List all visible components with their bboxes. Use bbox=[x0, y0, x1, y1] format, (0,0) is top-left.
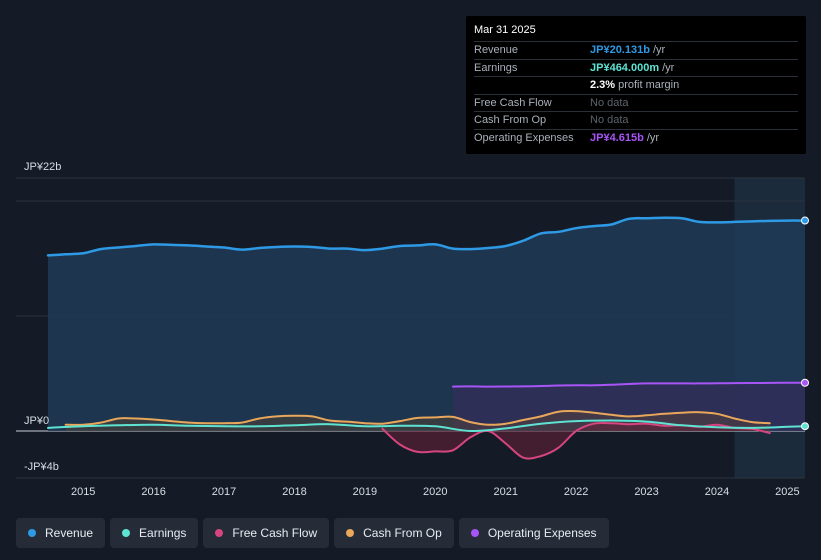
tooltip-row-value: JP¥20.131b bbox=[590, 44, 650, 57]
tooltip-row-suffix: profit margin bbox=[618, 79, 680, 92]
legend-item-revenue[interactable]: Revenue bbox=[16, 518, 106, 548]
earnings-end-marker bbox=[801, 422, 809, 431]
chart-canvas: JP¥22b JP¥0 -JP¥4b 2015 2016 2017 2018 2019 202… bbox=[16, 161, 809, 498]
x-tick-label: 2023 bbox=[634, 486, 658, 498]
y-tick-label: JP¥22b bbox=[24, 161, 61, 173]
legend-label: Revenue bbox=[45, 526, 94, 540]
x-tick-label: 2019 bbox=[353, 486, 377, 498]
tooltip-row-suffix: /yr bbox=[646, 131, 660, 144]
operating-expenses-line bbox=[451, 381, 806, 388]
legend-dot-icon bbox=[470, 529, 479, 537]
revenue-line bbox=[46, 216, 807, 257]
legend-label: Earnings bbox=[139, 526, 187, 540]
tooltip-row-label: Operating Expenses bbox=[474, 131, 574, 144]
tooltip-row: Free Cash Flow No data bbox=[474, 93, 798, 112]
earnings-line bbox=[47, 419, 806, 433]
x-tick-label: 2017 bbox=[212, 486, 236, 498]
tooltip-row: Revenue JP¥20.131b/yr bbox=[474, 41, 798, 59]
tooltip-row: Operating Expenses JP¥4.615b/yr bbox=[474, 128, 798, 147]
tooltip-row-suffix: /yr bbox=[662, 61, 675, 74]
legend-dot-icon bbox=[122, 529, 131, 537]
legend-label: Operating Expenses bbox=[487, 526, 597, 540]
cash-from-op-line bbox=[64, 410, 771, 426]
revenue-area bbox=[48, 217, 805, 431]
y-tick-label: JP¥0 bbox=[24, 415, 49, 427]
operating-expenses-end-marker bbox=[801, 378, 809, 387]
revenue-end-marker bbox=[801, 216, 809, 225]
x-tick-label: 2025 bbox=[775, 486, 799, 498]
x-tick-label: 2018 bbox=[282, 486, 306, 498]
tooltip-date: Mar 31 2025 bbox=[474, 24, 536, 36]
x-tick-label: 2021 bbox=[493, 486, 517, 498]
operating-expenses-area bbox=[452, 382, 805, 431]
x-tick-label: 2024 bbox=[705, 486, 729, 498]
legend-dot-icon bbox=[346, 529, 355, 537]
x-tick-label: 2015 bbox=[71, 486, 95, 498]
chart-legend: Revenue Earnings Free Cash Flow Cash From O… bbox=[16, 518, 609, 548]
tooltip-row-value: No data bbox=[590, 114, 629, 127]
legend-item-free-cash-flow[interactable]: Free Cash Flow bbox=[203, 518, 330, 548]
tooltip-row: Cash From Op No data bbox=[474, 111, 798, 129]
x-tick-label: 2020 bbox=[423, 486, 447, 498]
tooltip-row-value: JP¥464.000m bbox=[590, 61, 660, 74]
legend-dot-icon bbox=[28, 529, 36, 537]
legend-dot-icon bbox=[215, 529, 224, 537]
tooltip-row-label: Revenue bbox=[474, 44, 519, 57]
x-tick-label: 2022 bbox=[564, 486, 588, 498]
tooltip-row-value: 2.3% bbox=[590, 79, 616, 92]
tooltip-row-label: Cash From Op bbox=[474, 114, 547, 127]
tooltip-row-label: Free Cash Flow bbox=[474, 96, 552, 109]
tooltip-row-suffix: /yr bbox=[652, 44, 666, 57]
tooltip-row-value: No data bbox=[590, 96, 629, 109]
legend-item-earnings[interactable]: Earnings bbox=[110, 518, 199, 548]
legend-label: Cash From Op bbox=[363, 526, 442, 540]
x-tick-label: 2016 bbox=[141, 486, 165, 498]
tooltip-row: Earnings JP¥464.000m/yr bbox=[474, 58, 798, 77]
legend-item-cash-from-op[interactable]: Cash From Op bbox=[334, 518, 454, 548]
data-tooltip: Mar 31 2025 Revenue JP¥20.131b/yr Earnings… bbox=[466, 16, 806, 154]
tooltip-row-label: Earnings bbox=[474, 61, 518, 74]
legend-item-operating-expenses[interactable]: Operating Expenses bbox=[458, 518, 609, 548]
y-tick-label: -JP¥4b bbox=[24, 461, 59, 473]
legend-label: Free Cash Flow bbox=[232, 526, 318, 540]
tooltip-row-value: JP¥4.615b bbox=[590, 131, 644, 144]
tooltip-row: 2.3% profit margin bbox=[474, 76, 798, 94]
